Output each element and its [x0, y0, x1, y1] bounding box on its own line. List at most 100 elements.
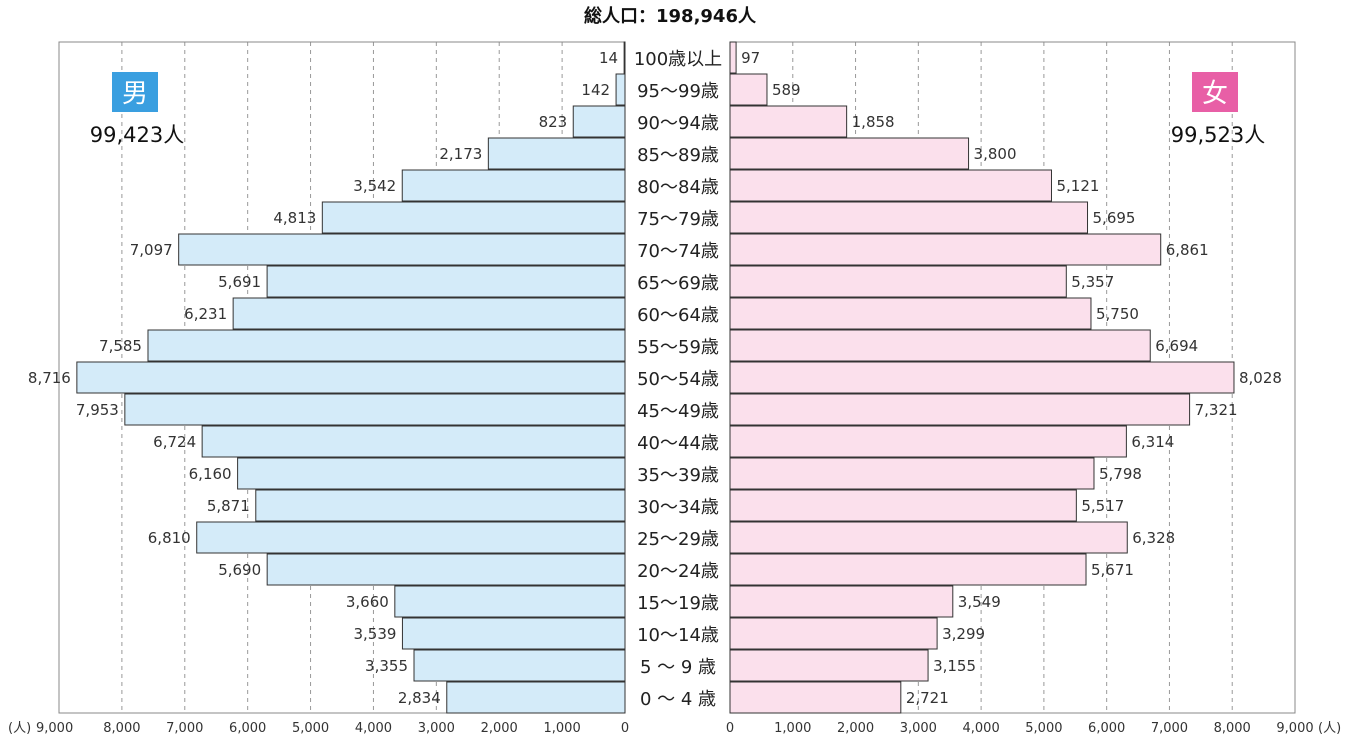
- male-axis-unit: (人): [8, 721, 31, 736]
- female-bar: [729, 265, 1067, 298]
- age-group-label: 70～74歳: [637, 241, 719, 262]
- male-value-label: 7,953: [76, 401, 119, 419]
- female-axis-tick-label: 7,000: [1151, 721, 1188, 736]
- female-value-label: 1,858: [852, 113, 895, 131]
- female-axis-tick-label: 9,000: [1276, 721, 1313, 736]
- male-value-label: 3,660: [346, 593, 389, 611]
- female-value-label: 3,800: [974, 145, 1017, 163]
- age-group-label: 0 ～ 4 歳: [640, 689, 716, 710]
- female-badge-label: 女: [1202, 79, 1228, 109]
- female-value-label: 5,798: [1099, 465, 1142, 483]
- age-group-label: 80～84歳: [637, 177, 719, 198]
- female-axis-tick-label: 4,000: [963, 721, 1000, 736]
- male-total: 99,423人: [90, 123, 184, 147]
- male-value-label: 8,716: [28, 369, 71, 387]
- male-axis-tick-label: 5,000: [292, 721, 329, 736]
- female-value-label: 7,321: [1195, 401, 1238, 419]
- age-group-label: 60～64歳: [637, 305, 719, 326]
- female-value-label: 8,028: [1239, 369, 1282, 387]
- female-bar: [729, 521, 1128, 554]
- female-value-label: 5,671: [1091, 561, 1134, 579]
- male-bar: [232, 297, 626, 330]
- male-bar: [196, 521, 626, 554]
- male-value-label: 823: [539, 113, 568, 131]
- male-value-label: 142: [581, 81, 610, 99]
- male-value-label: 14: [599, 49, 618, 67]
- male-bar: [615, 73, 626, 106]
- female-bar: [729, 457, 1095, 490]
- male-badge: [112, 72, 158, 112]
- age-group-label: 100歳以上: [634, 49, 722, 70]
- female-bar: [729, 681, 902, 714]
- female-axis-tick-label: 1,000: [774, 721, 811, 736]
- female-bar: [729, 553, 1087, 586]
- female-value-label: 5,357: [1071, 273, 1114, 291]
- male-value-label: 5,690: [218, 561, 261, 579]
- male-value-label: 2,834: [398, 689, 441, 707]
- age-group-label: 20～24歳: [637, 561, 719, 582]
- male-value-label: 6,810: [148, 529, 191, 547]
- male-axis-tick-label: 2,000: [481, 721, 518, 736]
- male-bar: [623, 41, 626, 74]
- male-bar: [321, 201, 626, 234]
- age-group-label: 40～44歳: [637, 433, 719, 454]
- male-bar: [266, 553, 626, 586]
- male-bar: [178, 233, 626, 266]
- age-group-label: 75～79歳: [637, 209, 719, 230]
- male-badge-label: 男: [122, 79, 148, 109]
- female-axis-tick-label: 5,000: [1025, 721, 1062, 736]
- female-value-label: 6,861: [1166, 241, 1209, 259]
- male-bar: [255, 489, 626, 522]
- female-value-label: 3,299: [942, 625, 985, 643]
- male-bar: [401, 617, 626, 650]
- female-value-label: 97: [741, 49, 760, 67]
- male-value-label: 6,160: [189, 465, 232, 483]
- female-bar: [729, 649, 929, 682]
- male-bar: [487, 137, 626, 170]
- female-bar: [729, 393, 1191, 426]
- male-value-label: 3,539: [353, 625, 396, 643]
- age-group-label: 25～29歳: [637, 529, 719, 550]
- male-bar: [394, 585, 626, 618]
- male-value-label: 5,691: [218, 273, 261, 291]
- male-value-label: 7,585: [99, 337, 142, 355]
- male-bar: [446, 681, 626, 714]
- age-group-label: 5 ～ 9 歳: [640, 657, 716, 678]
- female-axis-tick-label: 3,000: [900, 721, 937, 736]
- male-bar: [572, 105, 626, 138]
- female-value-label: 5,121: [1056, 177, 1099, 195]
- male-value-label: 5,871: [207, 497, 250, 515]
- female-value-label: 5,695: [1093, 209, 1136, 227]
- female-value-label: 6,328: [1132, 529, 1175, 547]
- female-axis-tick-label: 0: [726, 721, 734, 736]
- female-bar: [729, 41, 737, 74]
- age-group-label: 65～69歳: [637, 273, 719, 294]
- female-axis-tick-label: 6,000: [1088, 721, 1125, 736]
- male-axis-tick-label: 8,000: [103, 721, 140, 736]
- age-group-label: 15～19歳: [637, 593, 719, 614]
- female-value-label: 2,721: [906, 689, 949, 707]
- male-value-label: 7,097: [130, 241, 173, 259]
- age-group-label: 95～99歳: [637, 81, 719, 102]
- female-bar: [729, 425, 1127, 458]
- female-value-label: 6,314: [1131, 433, 1174, 451]
- age-group-label: 30～34歳: [637, 497, 719, 518]
- female-badge: [1192, 72, 1238, 112]
- age-group-label: 55～59歳: [637, 337, 719, 358]
- male-value-label: 3,355: [365, 657, 408, 675]
- female-bar: [729, 137, 970, 170]
- male-axis-tick-label: 3,000: [418, 721, 455, 736]
- male-bar: [124, 393, 626, 426]
- male-axis-tick-label: 0: [621, 721, 629, 736]
- female-value-label: 3,549: [958, 593, 1001, 611]
- age-group-label: 35～39歳: [637, 465, 719, 486]
- male-bar: [266, 265, 626, 298]
- male-axis-tick-label: 7,000: [166, 721, 203, 736]
- female-bar: [729, 233, 1162, 266]
- male-value-label: 3,542: [353, 177, 396, 195]
- female-bar: [729, 73, 768, 106]
- chart-title: 総人口：198,946人: [584, 5, 757, 27]
- female-value-label: 5,517: [1081, 497, 1124, 515]
- female-axis-tick-label: 2,000: [837, 721, 874, 736]
